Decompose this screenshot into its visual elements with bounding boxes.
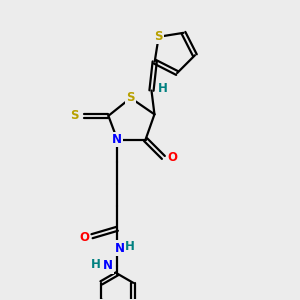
Text: S: S xyxy=(154,30,163,43)
Text: S: S xyxy=(70,109,79,122)
Text: N: N xyxy=(112,133,122,146)
Text: S: S xyxy=(126,92,135,104)
Text: H: H xyxy=(91,258,101,271)
Text: N: N xyxy=(103,260,113,272)
Text: N: N xyxy=(115,242,125,255)
Text: O: O xyxy=(167,151,177,164)
Text: H: H xyxy=(158,82,168,95)
Text: O: O xyxy=(79,231,89,244)
Text: H: H xyxy=(125,240,135,253)
